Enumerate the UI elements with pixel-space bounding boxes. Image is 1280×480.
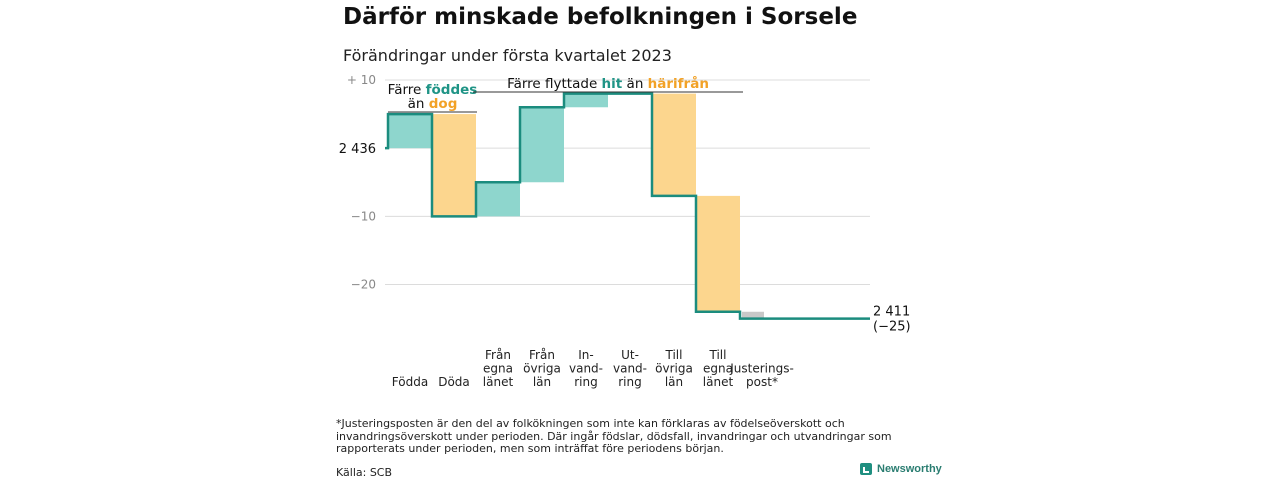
bar-justeringspost: [742, 311, 764, 319]
x-tick-label: vand-: [613, 362, 647, 376]
x-tick-label: övriga: [655, 362, 693, 376]
x-tick-label: övriga: [523, 362, 561, 376]
x-tick-label: län: [533, 375, 551, 389]
x-tick-label: län: [665, 375, 683, 389]
x-tick-label: Från: [529, 348, 555, 362]
y-tick-label: −20: [351, 278, 376, 292]
x-tick-label: Födda: [392, 375, 428, 389]
end-change-label: (−25): [873, 320, 911, 335]
bar-födda: [388, 114, 432, 149]
source-label: Källa: SCB: [336, 466, 393, 479]
x-tick-label: egna: [703, 362, 733, 376]
annotation-text: Färre föddes: [388, 82, 478, 98]
x-tick-label: Till: [665, 348, 683, 362]
population-step-line: [385, 92, 870, 320]
x-tick-label: Från: [485, 348, 511, 362]
footnote: *Justeringsposten är den del av folkökni…: [336, 417, 892, 455]
x-tick-label: Döda: [438, 375, 470, 389]
bar-tillegnalänet: [696, 195, 740, 312]
x-tick-label: Ut-: [621, 348, 639, 362]
x-tick-label: Justerings-: [729, 362, 794, 376]
x-tick-label: In-: [578, 348, 593, 362]
brand-name: Newsworthy: [877, 463, 942, 475]
annotation-text: Färre flyttade hit än härifrån: [507, 75, 709, 92]
bar-invandring: [564, 93, 608, 108]
x-tick-label: vand-: [569, 362, 603, 376]
x-tick-label: post*: [746, 375, 778, 389]
end-value-label: 2 411: [873, 305, 910, 320]
x-tick-label: ring: [618, 375, 642, 389]
bar-frånövrigalän: [520, 107, 564, 183]
chart-subtitle: Förändringar under första kvartalet 2023: [343, 46, 672, 65]
x-tick-label: egna: [483, 362, 513, 376]
brand: Newsworthy: [860, 463, 942, 475]
bar-frånegnalänet: [476, 182, 520, 217]
annotation-text: än dog: [408, 96, 458, 112]
start-value-label: 2 436: [339, 142, 376, 157]
x-tick-label: länet: [483, 375, 514, 389]
x-tick-label: länet: [703, 375, 734, 389]
bar-tillövrigalän: [652, 93, 696, 196]
x-tick-label: ring: [574, 375, 598, 389]
y-tick-label: + 10: [347, 73, 376, 87]
newsworthy-logo-icon: [860, 463, 872, 475]
y-tick-label: −10: [351, 209, 376, 223]
x-tick-label: Till: [709, 348, 727, 362]
chart-title: Därför minskade befolkningen i Sorsele: [343, 4, 858, 30]
bar-döda: [432, 114, 476, 217]
